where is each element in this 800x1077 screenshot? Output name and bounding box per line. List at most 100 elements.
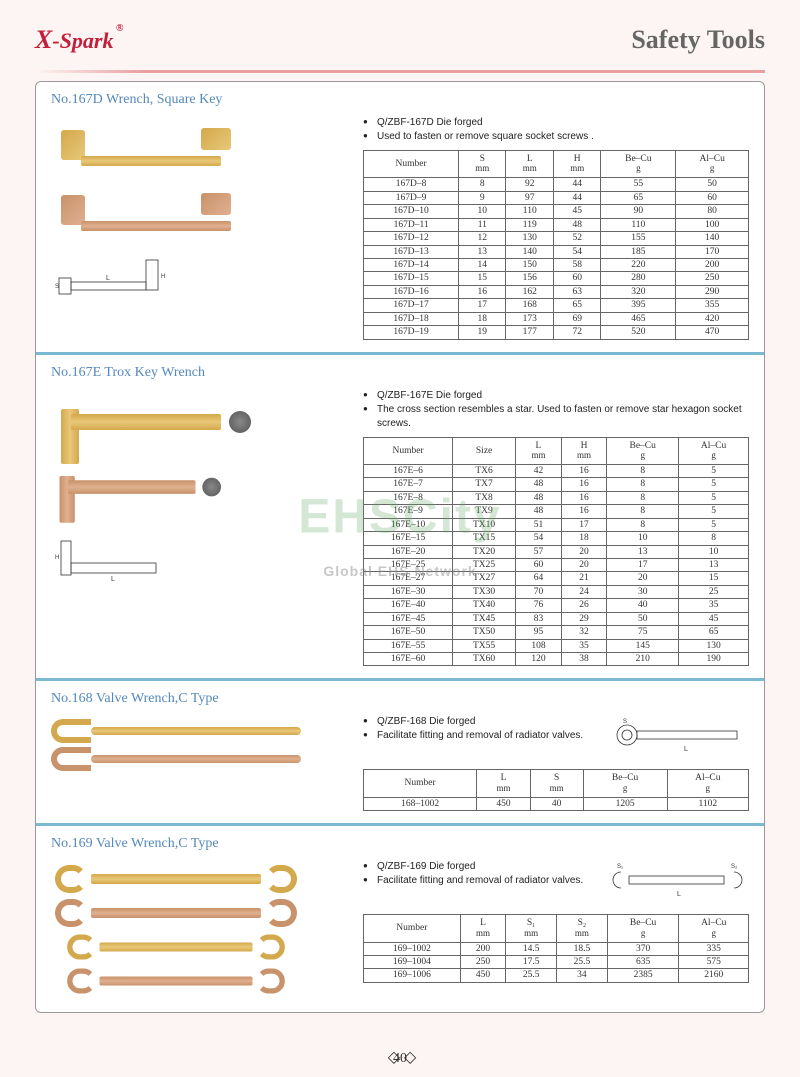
cell: 51 bbox=[516, 518, 562, 531]
cell: 5 bbox=[679, 518, 749, 531]
cell: 200 bbox=[676, 258, 749, 271]
svg-text:S: S bbox=[55, 284, 59, 290]
cell: 1102 bbox=[667, 797, 748, 810]
cell: TX20 bbox=[453, 545, 516, 558]
cell: 167E–7 bbox=[364, 478, 453, 491]
svg-text:L: L bbox=[106, 275, 110, 282]
cell: TX45 bbox=[453, 612, 516, 625]
cell: 57 bbox=[516, 545, 562, 558]
bullets-168: Q/ZBF-168 Die forged Facilitate fitting … bbox=[363, 715, 599, 755]
cell: 290 bbox=[676, 285, 749, 298]
cell: 20 bbox=[561, 558, 606, 571]
cell: 45 bbox=[679, 612, 749, 625]
cell: 26 bbox=[561, 599, 606, 612]
cell: 17 bbox=[459, 299, 506, 312]
svg-text:H: H bbox=[55, 555, 59, 561]
col-header: Al–Cug bbox=[679, 915, 749, 942]
cell: 16 bbox=[561, 491, 606, 504]
bullets-167e: Q/ZBF-167E Die forged The cross section … bbox=[363, 389, 749, 431]
cell: 18 bbox=[561, 532, 606, 545]
cell: 63 bbox=[554, 285, 601, 298]
cell: 210 bbox=[607, 653, 679, 666]
cell: 167D–13 bbox=[364, 245, 459, 258]
table-row: 167E–8TX8481685 bbox=[364, 491, 749, 504]
cell: 168 bbox=[506, 299, 554, 312]
cell: 14.5 bbox=[506, 942, 557, 955]
cell: 12 bbox=[459, 232, 506, 245]
svg-text:L: L bbox=[111, 576, 115, 583]
dimension-diagram-167e: LH bbox=[51, 533, 171, 583]
table-row: 167E–20TX2057201310 bbox=[364, 545, 749, 558]
table-row: 167E–6TX6421685 bbox=[364, 464, 749, 477]
cell: 44 bbox=[554, 178, 601, 191]
valve-dbl-copper-2 bbox=[64, 968, 289, 995]
cell: 50 bbox=[607, 612, 679, 625]
cell: 38 bbox=[561, 653, 606, 666]
cell: 110 bbox=[506, 205, 554, 218]
cell: 167E–25 bbox=[364, 558, 453, 571]
page-header: X-Spark Safety Tools bbox=[35, 20, 765, 60]
cell: 16 bbox=[561, 464, 606, 477]
cell: 5 bbox=[679, 464, 749, 477]
table-row: 167D–141415058220200 bbox=[364, 258, 749, 271]
cell: 167E–6 bbox=[364, 464, 453, 477]
bullet: Q/ZBF-169 Die forged bbox=[363, 860, 599, 874]
table-row: 167E–9TX9481685 bbox=[364, 505, 749, 518]
col-header: S₁mm bbox=[506, 915, 557, 942]
cell: 167E–20 bbox=[364, 545, 453, 558]
cell: 320 bbox=[601, 285, 676, 298]
table-row: 167D–171716865395355 bbox=[364, 299, 749, 312]
cell: 168–1002 bbox=[364, 797, 477, 810]
svg-text:S: S bbox=[623, 719, 627, 725]
cell: 450 bbox=[477, 797, 530, 810]
table-row: 167E–30TX3070243025 bbox=[364, 585, 749, 598]
cell: 18 bbox=[459, 312, 506, 325]
cell: 167D–10 bbox=[364, 205, 459, 218]
cell: 64 bbox=[516, 572, 562, 585]
cell: 120 bbox=[516, 653, 562, 666]
cell: 35 bbox=[679, 599, 749, 612]
table-row: 167E–10TX10511785 bbox=[364, 518, 749, 531]
cell: 575 bbox=[679, 956, 749, 969]
cell: 167E–8 bbox=[364, 491, 453, 504]
cell: 200 bbox=[460, 942, 506, 955]
cell: 140 bbox=[676, 232, 749, 245]
cell: 40 bbox=[530, 797, 583, 810]
cell: 34 bbox=[557, 969, 608, 982]
spec-table-167d: NumberSmmLmmHmmBe–CugAl–Cug167D–88924455… bbox=[363, 150, 749, 340]
table-row: 169–100425017.525.5635575 bbox=[364, 956, 749, 969]
cell: 280 bbox=[601, 272, 676, 285]
cell: 60 bbox=[516, 558, 562, 571]
cell: 140 bbox=[506, 245, 554, 258]
table-row: 167D–1010110459080 bbox=[364, 205, 749, 218]
cell: 173 bbox=[506, 312, 554, 325]
col-header: Be–Cug bbox=[601, 151, 676, 178]
cell: 8 bbox=[459, 178, 506, 191]
wrench-image-brass bbox=[51, 116, 231, 181]
cell: 48 bbox=[516, 491, 562, 504]
cell: 8 bbox=[607, 464, 679, 477]
col-header: Size bbox=[453, 437, 516, 464]
cell: 335 bbox=[679, 942, 749, 955]
cell: 65 bbox=[679, 626, 749, 639]
cell: 24 bbox=[561, 585, 606, 598]
cell: 44 bbox=[554, 191, 601, 204]
page-title: Safety Tools bbox=[631, 25, 765, 55]
cell: 465 bbox=[601, 312, 676, 325]
svg-text:L: L bbox=[677, 891, 681, 898]
section-168: No.168 Valve Wrench,C Type Q/ZBF-168 Die… bbox=[36, 678, 764, 823]
cell: 10 bbox=[607, 532, 679, 545]
cell: TX6 bbox=[453, 464, 516, 477]
section-167e: No.167E Trox Key Wrench LH Q/ZBF-167E Di… bbox=[36, 352, 764, 679]
cell: 25.5 bbox=[557, 956, 608, 969]
cell: 185 bbox=[601, 245, 676, 258]
cell: 108 bbox=[516, 639, 562, 652]
valve-dbl-brass bbox=[51, 864, 301, 894]
col-header: Hmm bbox=[561, 437, 606, 464]
cell: TX55 bbox=[453, 639, 516, 652]
bullet: The cross section resembles a star. Used… bbox=[363, 403, 749, 431]
cell: 11 bbox=[459, 218, 506, 231]
cell: 8 bbox=[607, 478, 679, 491]
cell: 167E–50 bbox=[364, 626, 453, 639]
cell: 80 bbox=[676, 205, 749, 218]
